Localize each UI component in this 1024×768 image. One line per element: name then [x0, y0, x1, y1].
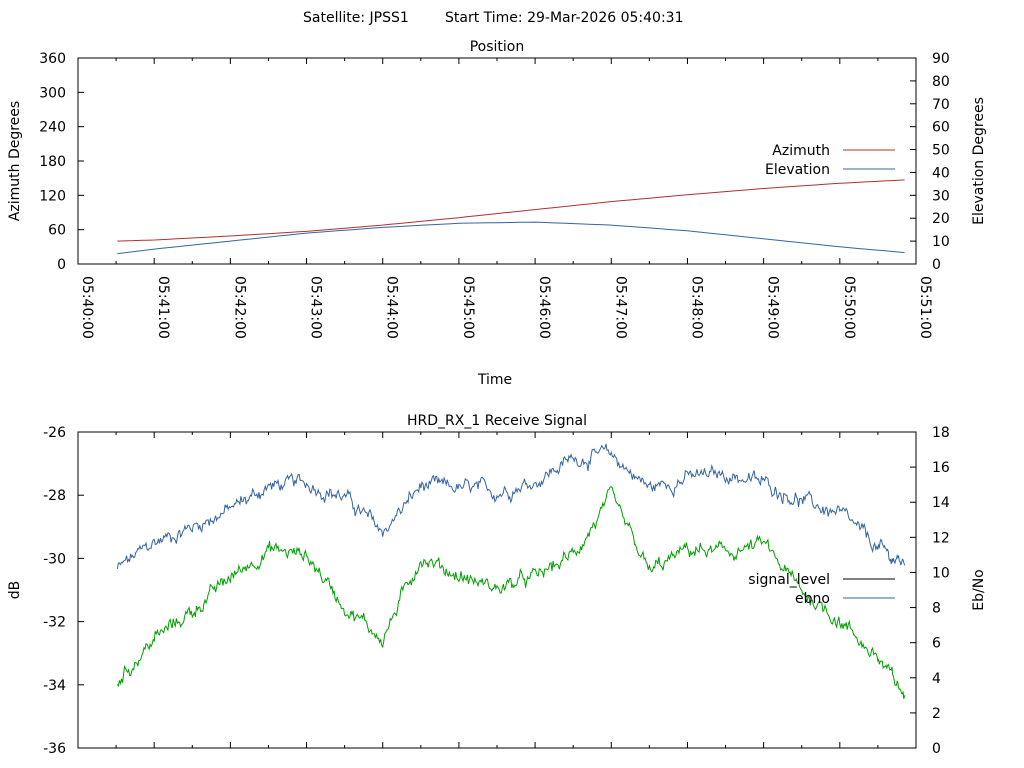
x-tick-label: 05:48:00: [688, 276, 704, 339]
y2-tick-label: 4: [932, 671, 941, 687]
position-series-line-0: [117, 179, 905, 242]
legend-elevation-label: Elevation: [765, 162, 830, 178]
position-x-label: Time: [477, 372, 512, 388]
x-tick-label: 05:42:00: [231, 276, 247, 339]
y2-tick-label: 6: [932, 636, 941, 652]
signal-plot: HRD_RX_1 Receive Signal -36-34-32-30-28-…: [7, 413, 987, 757]
x-tick-label: 05:44:00: [384, 276, 400, 339]
y-tick-label: -26: [43, 425, 66, 441]
y2-tick-label: 0: [932, 257, 941, 273]
x-tick-label: 05:45:00: [460, 276, 476, 339]
y-tick-label: 180: [39, 154, 66, 170]
signal-series-line-1: [116, 443, 906, 569]
x-tick-label: 05:43:00: [308, 276, 324, 339]
y2-tick-label: 60: [932, 120, 950, 136]
y2-tick-label: 90: [932, 51, 950, 67]
y2-tick-label: 14: [932, 495, 950, 511]
satellite-label: Satellite: JPSS1: [303, 10, 409, 26]
y-tick-label: -30: [43, 551, 66, 567]
y-tick-label: 360: [39, 51, 66, 67]
position-y2-label: Elevation Degrees: [971, 97, 987, 225]
signal-y-label: dB: [7, 581, 23, 600]
x-tick-label: 05:40:00: [79, 276, 95, 339]
y2-tick-label: 10: [932, 565, 950, 581]
signal-series: [116, 443, 906, 700]
x-tick-label: 05:46:00: [536, 276, 552, 339]
start-time-label: Start Time: 29-Mar-2026 05:40:31: [445, 10, 683, 26]
x-tick-label: 05:41:00: [155, 276, 171, 339]
y2-tick-label: 18: [932, 425, 950, 441]
signal-y2-label: Eb/No: [971, 569, 987, 611]
y2-tick-label: 70: [932, 97, 950, 113]
legend-azimuth-label: Azimuth: [772, 143, 830, 159]
legend-ebno-label: ebno: [795, 591, 830, 607]
y2-tick-label: 20: [932, 211, 950, 227]
signal-series-line-2: [116, 486, 906, 700]
position-legend: Azimuth Elevation: [765, 143, 895, 178]
y-tick-label: 120: [39, 188, 66, 204]
y-tick-label: 60: [48, 223, 66, 239]
y-tick-label: -32: [43, 615, 66, 631]
legend-signal-level-label: signal_level: [748, 572, 830, 588]
x-tick-label: 05:51:00: [917, 276, 933, 339]
y2-tick-label: 2: [932, 706, 941, 722]
signal-title: HRD_RX_1 Receive Signal: [407, 413, 587, 429]
position-y-label: Azimuth Degrees: [7, 101, 23, 221]
y2-tick-label: 80: [932, 74, 950, 90]
y-tick-label: 300: [39, 85, 66, 101]
y2-tick-label: 50: [932, 143, 950, 159]
y-tick-label: 240: [39, 120, 66, 136]
y2-tick-label: 16: [932, 460, 950, 476]
y-tick-label: 0: [57, 257, 66, 273]
x-tick-label: 05:50:00: [841, 276, 857, 339]
signal-plot-frame: [77, 431, 917, 749]
y-tick-label: -36: [43, 741, 66, 757]
y2-tick-label: 0: [932, 741, 941, 757]
position-series: [117, 179, 905, 255]
position-plot: Position 05:40:00 05:41:00 05:42:00 05:43:0…: [7, 39, 987, 388]
signal-legend: signal_level ebno: [748, 572, 895, 607]
x-tick-label: 05:47:00: [612, 276, 628, 339]
signal-ticks: -36 -34 -32 -30 -28 -26 0 2 4 6 8 10 12 14 16 18: [43, 425, 950, 757]
y2-tick-label: 8: [932, 601, 941, 617]
y2-tick-label: 40: [932, 165, 950, 181]
y2-tick-label: 30: [932, 188, 950, 204]
position-series-line-1: [117, 221, 905, 255]
x-tick-label: 05:49:00: [765, 276, 781, 339]
position-ticks: 05:40:00 05:41:00 05:42:00 05:43:00 05:44:00…: [39, 51, 950, 339]
y-tick-label: -28: [43, 488, 66, 504]
y2-tick-label: 12: [932, 530, 950, 546]
y2-tick-label: 10: [932, 234, 950, 250]
y-tick-label: -34: [43, 678, 66, 694]
position-plot-frame: [77, 57, 917, 265]
position-title: Position: [470, 39, 525, 55]
